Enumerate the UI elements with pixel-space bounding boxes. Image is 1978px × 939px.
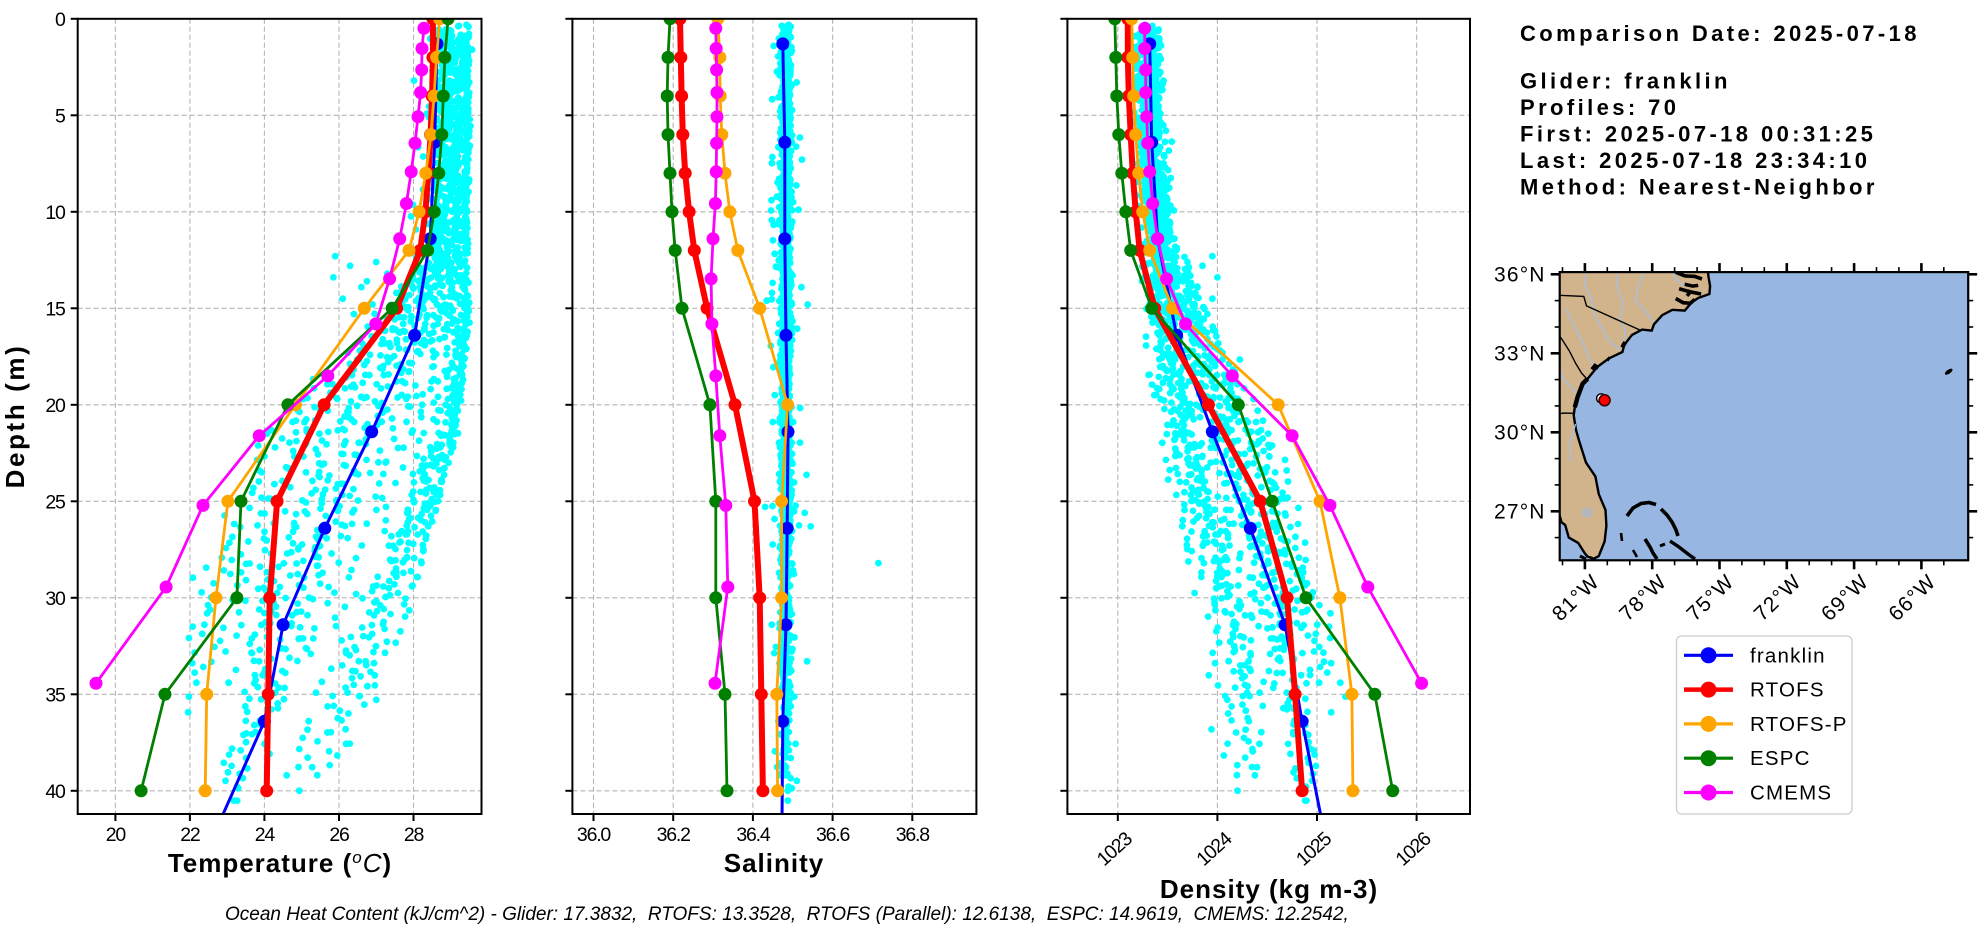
svg-text:15: 15 — [45, 298, 66, 320]
svg-text:10: 10 — [45, 202, 66, 224]
svg-text:36.0: 36.0 — [577, 824, 612, 846]
svg-text:40: 40 — [45, 781, 66, 803]
svg-text:36.2: 36.2 — [657, 824, 691, 846]
svg-text:35: 35 — [45, 684, 66, 706]
svg-text:24: 24 — [255, 824, 276, 846]
svg-text:Depth (m): Depth (m) — [0, 344, 30, 489]
svg-text:30: 30 — [45, 588, 66, 610]
svg-text:36.6: 36.6 — [816, 824, 850, 846]
svg-text:22: 22 — [180, 824, 200, 846]
svg-text:Salinity: Salinity — [724, 848, 824, 878]
svg-text:0: 0 — [55, 9, 66, 31]
svg-text:5: 5 — [55, 105, 66, 127]
svg-text:25: 25 — [45, 491, 66, 513]
svg-text:28: 28 — [404, 824, 424, 846]
svg-text:20: 20 — [45, 395, 66, 417]
svg-text:36.4: 36.4 — [736, 824, 771, 846]
svg-text:26: 26 — [329, 824, 349, 846]
svg-text:20: 20 — [106, 824, 127, 846]
svg-text:36.8: 36.8 — [896, 824, 930, 846]
